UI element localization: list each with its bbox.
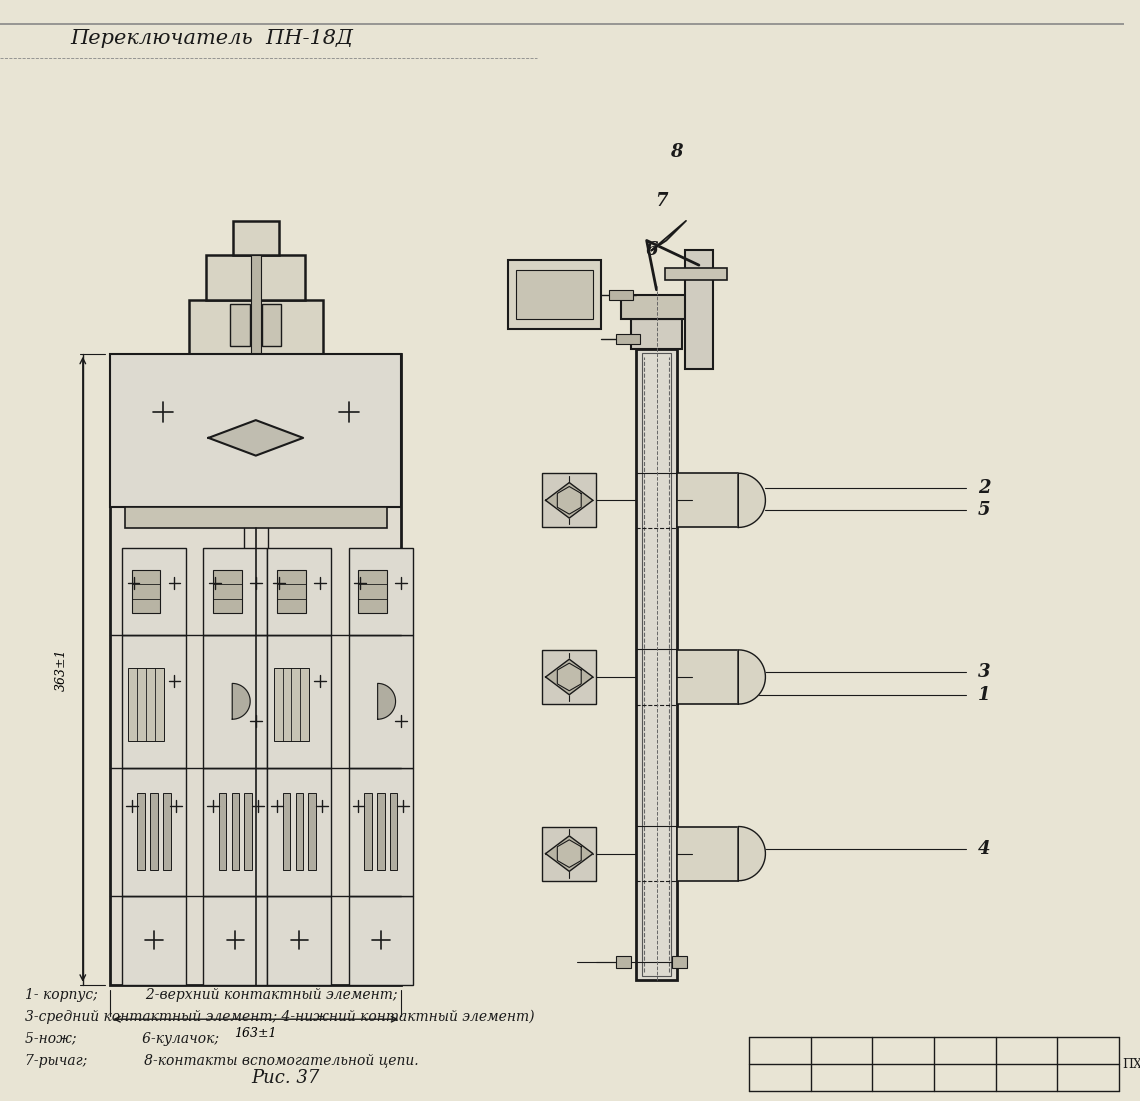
Text: 3: 3 bbox=[978, 663, 991, 682]
Bar bbox=[138, 794, 145, 871]
Bar bbox=[189, 299, 323, 353]
Polygon shape bbox=[739, 473, 765, 527]
Bar bbox=[219, 794, 227, 871]
Polygon shape bbox=[546, 836, 593, 871]
Bar bbox=[262, 304, 282, 346]
Bar bbox=[636, 349, 677, 980]
Bar bbox=[203, 635, 268, 767]
Bar bbox=[507, 260, 601, 329]
Text: 2: 2 bbox=[978, 480, 991, 498]
Bar bbox=[642, 352, 671, 975]
Bar bbox=[685, 250, 712, 369]
Bar bbox=[349, 548, 413, 635]
Polygon shape bbox=[739, 650, 765, 704]
Bar bbox=[244, 794, 252, 871]
Bar bbox=[543, 827, 596, 881]
Bar bbox=[122, 548, 186, 635]
Text: 163±1: 163±1 bbox=[235, 1026, 277, 1039]
Bar bbox=[349, 896, 413, 984]
Bar bbox=[230, 304, 250, 346]
Bar bbox=[677, 827, 739, 881]
Bar bbox=[515, 270, 594, 319]
Bar bbox=[277, 569, 306, 613]
Text: 7: 7 bbox=[656, 192, 668, 210]
Polygon shape bbox=[209, 421, 303, 456]
Bar bbox=[122, 635, 186, 767]
Text: 1: 1 bbox=[978, 686, 991, 704]
Text: Переключатель  ПН-18Д: Переключатель ПН-18Д bbox=[71, 29, 353, 48]
Bar bbox=[203, 767, 268, 896]
Bar bbox=[673, 956, 687, 968]
Polygon shape bbox=[739, 827, 765, 881]
Bar bbox=[268, 767, 332, 896]
Bar bbox=[163, 794, 171, 871]
Polygon shape bbox=[233, 684, 250, 719]
Bar bbox=[111, 353, 401, 506]
Bar bbox=[206, 255, 306, 299]
Bar bbox=[377, 794, 384, 871]
Bar bbox=[295, 794, 303, 871]
Text: 4: 4 bbox=[978, 840, 991, 858]
Text: Рис. 37: Рис. 37 bbox=[251, 1069, 319, 1087]
Polygon shape bbox=[652, 221, 686, 250]
Bar bbox=[268, 896, 332, 984]
Bar bbox=[358, 569, 388, 613]
Bar bbox=[268, 548, 332, 635]
Bar bbox=[390, 794, 398, 871]
Text: 1- корпус;           2-верхний контактный элемент;: 1- корпус; 2-верхний контактный элемент; bbox=[25, 989, 397, 1003]
Bar bbox=[666, 268, 727, 280]
Bar bbox=[609, 290, 633, 299]
Bar bbox=[630, 319, 682, 349]
Bar bbox=[203, 548, 268, 635]
Bar bbox=[616, 956, 630, 968]
Bar bbox=[251, 255, 261, 353]
Text: ПХ: ПХ bbox=[1123, 1058, 1140, 1070]
Bar bbox=[129, 668, 164, 741]
Bar bbox=[122, 767, 186, 896]
Bar bbox=[150, 794, 157, 871]
Bar bbox=[309, 794, 316, 871]
Text: 5-нож;               6-кулачок;: 5-нож; 6-кулачок; bbox=[25, 1032, 219, 1046]
Bar bbox=[213, 569, 242, 613]
Bar bbox=[677, 473, 739, 527]
Polygon shape bbox=[546, 659, 593, 695]
Bar bbox=[125, 506, 386, 528]
Polygon shape bbox=[557, 840, 581, 868]
Polygon shape bbox=[546, 482, 593, 519]
Bar bbox=[203, 896, 268, 984]
Bar bbox=[122, 896, 186, 984]
Bar bbox=[233, 221, 279, 255]
Bar bbox=[677, 650, 739, 704]
Bar bbox=[268, 635, 332, 767]
Bar bbox=[543, 473, 596, 527]
Text: 5: 5 bbox=[978, 501, 991, 520]
Text: 8: 8 bbox=[670, 143, 683, 161]
Bar bbox=[364, 794, 372, 871]
Bar bbox=[274, 668, 309, 741]
Text: 363±1: 363±1 bbox=[55, 648, 67, 690]
Bar bbox=[621, 295, 692, 319]
Bar bbox=[283, 794, 291, 871]
Bar bbox=[231, 794, 239, 871]
Polygon shape bbox=[557, 487, 581, 514]
Bar bbox=[616, 334, 640, 344]
Polygon shape bbox=[377, 684, 396, 719]
Bar bbox=[349, 635, 413, 767]
Text: 3-средний контактный элемент; 4-нижний контактный элемент): 3-средний контактный элемент; 4-нижний к… bbox=[25, 1010, 535, 1024]
Bar bbox=[349, 767, 413, 896]
Text: 6: 6 bbox=[645, 241, 658, 260]
Text: 7-рычаг;             8-контакты вспомогательной цепи.: 7-рычаг; 8-контакты вспомогательной цепи… bbox=[25, 1054, 418, 1068]
Bar bbox=[543, 650, 596, 704]
Bar bbox=[111, 353, 401, 984]
Polygon shape bbox=[557, 663, 581, 690]
Bar bbox=[131, 569, 161, 613]
